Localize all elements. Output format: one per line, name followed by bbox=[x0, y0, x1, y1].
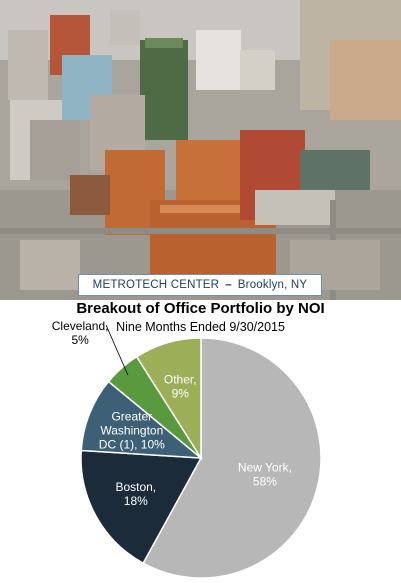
chart-title: Breakout of Office Portfolio by NOI bbox=[76, 300, 325, 317]
aerial-photo: METROTECH CENTER – Brooklyn, NY bbox=[0, 0, 401, 300]
pie-slice-boston bbox=[80, 449, 203, 565]
slice-label-other: Other, 9% bbox=[164, 373, 197, 401]
caption-separator: – bbox=[225, 279, 232, 291]
caption-place: METROTECH CENTER bbox=[92, 279, 220, 291]
pie-slice-other bbox=[135, 337, 202, 461]
slice-label-new-york: New York, 58% bbox=[238, 460, 292, 488]
chart-subtitle: Nine Months Ended 9/30/2015 bbox=[116, 320, 285, 334]
pie-slice-new-york bbox=[142, 337, 322, 579]
pie-slice-greater-washington-dc-1 bbox=[80, 380, 204, 459]
photo-caption: METROTECH CENTER – Brooklyn, NY bbox=[78, 274, 322, 296]
slice-label-cleveland: Cleveland, 5% bbox=[52, 319, 109, 347]
leader-line-cleveland bbox=[105, 325, 129, 376]
city-skyline-image bbox=[0, 0, 401, 300]
slice-label-greater-washington-dc-1: Greater Washington DC (1), 10% bbox=[99, 410, 165, 452]
slice-label-boston: Boston, 18% bbox=[115, 480, 156, 508]
caption-city: Brooklyn, NY bbox=[237, 279, 308, 291]
